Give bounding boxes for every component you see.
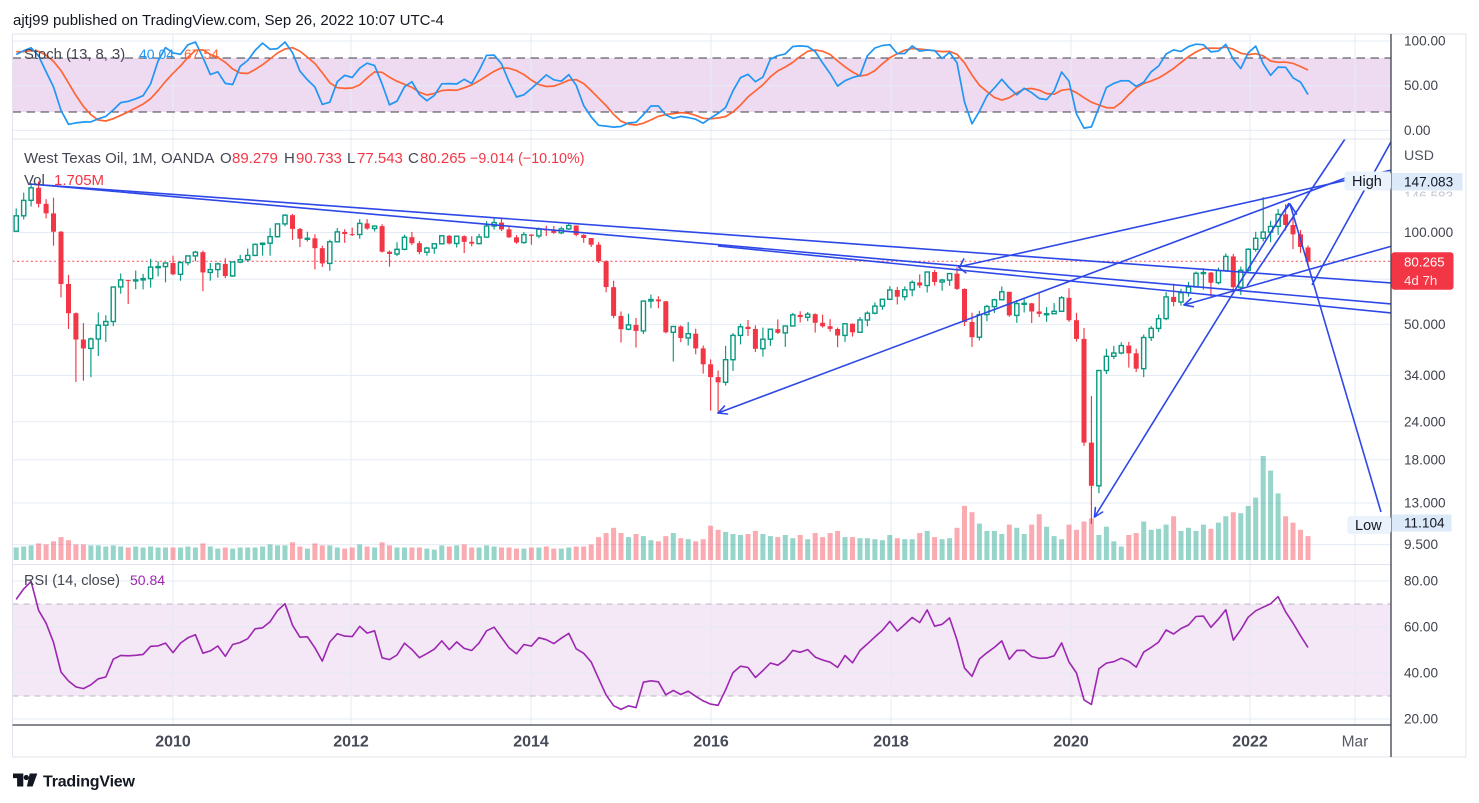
svg-text:50.00: 50.00 <box>1404 78 1438 93</box>
svg-text:USD: USD <box>1404 148 1434 164</box>
svg-text:147.083: 147.083 <box>1404 174 1453 189</box>
svg-text:Vol: Vol <box>24 172 45 189</box>
svg-text:Stoch (13, 8, 3): Stoch (13, 8, 3) <box>24 47 125 63</box>
svg-text:C: C <box>408 150 419 167</box>
svg-text:2022: 2022 <box>1232 734 1268 751</box>
svg-text:146.583: 146.583 <box>1404 189 1453 204</box>
svg-text:90.733: 90.733 <box>296 150 342 167</box>
svg-text:L: L <box>347 150 355 167</box>
svg-text:2012: 2012 <box>333 734 369 751</box>
svg-text:West Texas Oil, 1M, OANDA: West Texas Oil, 1M, OANDA <box>24 150 214 167</box>
svg-text:13.000: 13.000 <box>1404 496 1446 511</box>
svg-text:Mar: Mar <box>1342 734 1369 751</box>
svg-text:1.705M: 1.705M <box>54 172 104 189</box>
svg-text:67.54: 67.54 <box>184 46 219 62</box>
svg-text:50.84: 50.84 <box>130 572 165 588</box>
svg-text:TradingView: TradingView <box>43 774 136 791</box>
svg-text:80.265: 80.265 <box>420 150 466 167</box>
svg-text:18.000: 18.000 <box>1404 452 1446 467</box>
svg-text:−9.014 (−10.10%): −9.014 (−10.10%) <box>470 151 584 167</box>
svg-text:ajtj99 published on TradingVie: ajtj99 published on TradingView.com, Sep… <box>13 12 444 29</box>
svg-text:0.00: 0.00 <box>1404 123 1431 138</box>
svg-text:9.500: 9.500 <box>1404 537 1438 552</box>
svg-text:2018: 2018 <box>873 734 909 751</box>
svg-text:High: High <box>1352 174 1382 190</box>
svg-text:2014: 2014 <box>513 734 549 751</box>
svg-text:89.279: 89.279 <box>232 150 278 167</box>
svg-text:80.265: 80.265 <box>1404 254 1445 269</box>
svg-text:40.04: 40.04 <box>139 46 174 62</box>
svg-text:40.00: 40.00 <box>1404 666 1438 681</box>
svg-text:O: O <box>220 150 232 167</box>
svg-text:Low: Low <box>1355 518 1382 534</box>
svg-text:RSI (14, close): RSI (14, close) <box>24 573 120 589</box>
svg-text:11.104: 11.104 <box>1404 516 1445 531</box>
svg-text:H: H <box>284 150 295 167</box>
svg-text:20.00: 20.00 <box>1404 712 1438 727</box>
svg-text:24.000: 24.000 <box>1404 414 1446 429</box>
svg-text:100.00: 100.00 <box>1404 34 1446 49</box>
svg-text:2010: 2010 <box>155 734 191 751</box>
svg-text:50.000: 50.000 <box>1404 317 1446 332</box>
svg-text:80.00: 80.00 <box>1404 574 1438 589</box>
svg-text:2016: 2016 <box>693 734 729 751</box>
svg-text:2020: 2020 <box>1053 734 1089 751</box>
svg-text:34.000: 34.000 <box>1404 368 1446 383</box>
svg-text:100.000: 100.000 <box>1404 225 1454 240</box>
svg-text:77.543: 77.543 <box>357 150 403 167</box>
svg-text:4d 7h: 4d 7h <box>1404 273 1437 288</box>
svg-text:60.00: 60.00 <box>1404 620 1438 635</box>
